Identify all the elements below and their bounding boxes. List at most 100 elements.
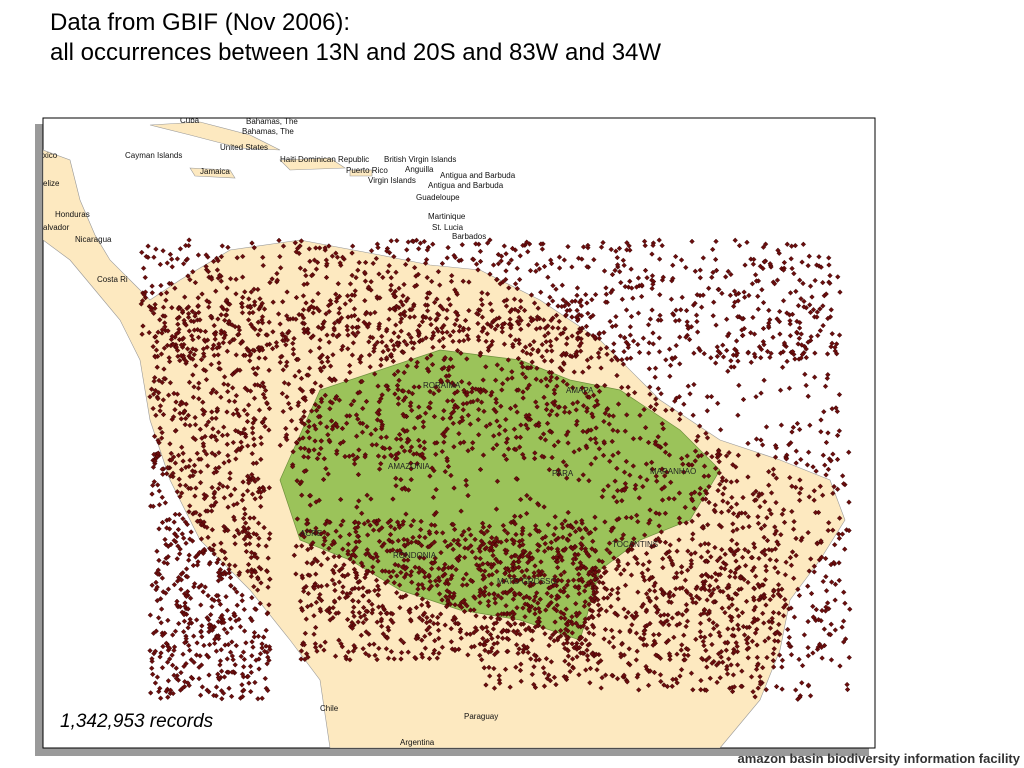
occurrence-dot: [236, 572, 242, 578]
occurrence-dot: [175, 321, 181, 327]
occurrence-dot: [355, 329, 361, 336]
occurrence-dot: [640, 335, 647, 341]
occurrence-dot: [780, 349, 786, 355]
occurrence-dot: [649, 273, 656, 279]
occurrence-dot: [215, 258, 221, 264]
occurrence-dot: [213, 469, 220, 475]
occurrence-dot: [435, 268, 442, 275]
occurrence-dot: [619, 357, 625, 363]
occurrence-dot: [767, 261, 773, 267]
occurrence-dot: [308, 408, 315, 414]
occurrence-dot: [812, 277, 818, 284]
occurrence-dot: [517, 253, 523, 259]
occurrence-dot: [225, 527, 231, 534]
occurrence-dot: [430, 332, 437, 339]
occurrence-dot: [342, 453, 348, 460]
occurrence-dot: [211, 489, 218, 495]
occurrence-dot: [163, 590, 169, 596]
occurrence-dot: [227, 475, 233, 482]
occurrence-dot: [179, 308, 186, 314]
occurrence-dot: [218, 394, 224, 400]
occurrence-dot: [339, 254, 346, 260]
occurrence-dot: [307, 258, 313, 265]
occurrence-dot: [177, 402, 183, 408]
occurrence-dot: [165, 392, 172, 398]
occurrence-dot: [524, 239, 530, 245]
occurrence-dot: [264, 649, 270, 656]
occurrence-dot: [433, 384, 439, 391]
occurrence-dot: [226, 570, 232, 576]
occurrence-dot: [515, 355, 522, 362]
occurrence-dot: [827, 314, 834, 320]
occurrence-dot: [818, 264, 824, 270]
occurrence-dot: [167, 251, 174, 258]
occurrence-dot: [166, 516, 173, 523]
occurrence-dot: [684, 319, 690, 325]
occurrence-dot: [396, 431, 403, 438]
occurrence-dot: [158, 282, 164, 289]
occurrence-dot: [223, 312, 229, 318]
map-body: Cuba Bahamas, The Bahamas, The United St…: [43, 118, 853, 748]
occurrence-dot: [285, 400, 292, 407]
occurrence-dot: [179, 531, 186, 537]
occurrence-dot: [544, 348, 550, 354]
occurrence-dot: [500, 279, 506, 285]
occurrence-dot: [168, 473, 174, 479]
occurrence-dot: [161, 559, 167, 566]
occurrence-dot: [169, 333, 175, 340]
occurrence-dot: [303, 272, 309, 279]
occurrence-dot: [475, 320, 481, 327]
occurrence-dot: [441, 439, 447, 445]
occurrence-dot: [809, 294, 815, 300]
occurrence-dot: [188, 674, 195, 681]
occurrence-dot: [676, 317, 682, 323]
occurrence-dot: [226, 566, 232, 573]
occurrence-dot: [177, 493, 183, 500]
occurrence-dot: [192, 422, 199, 428]
occurrence-dot: [183, 415, 189, 422]
occurrence-dot: [253, 531, 260, 538]
occurrence-dot: [760, 244, 767, 250]
occurrence-dot: [259, 300, 265, 307]
occurrence-dot: [673, 342, 679, 349]
occurrence-dot: [195, 252, 202, 258]
occurrence-dot: [815, 332, 821, 339]
occurrence-dot: [758, 355, 764, 361]
occurrence-dot: [181, 611, 187, 618]
occurrence-dot: [220, 571, 226, 577]
occurrence-dot: [814, 314, 820, 320]
occurrence-dot: [764, 348, 771, 355]
occurrence-dot: [220, 561, 226, 567]
occurrence-dot: [203, 252, 209, 258]
occurrence-dot: [584, 300, 590, 306]
occurrence-dot: [242, 352, 249, 359]
occurrence-dot: [216, 597, 222, 604]
occurrence-dot: [163, 297, 169, 303]
occurrence-dot: [232, 369, 238, 375]
occurrence-dot: [784, 241, 790, 247]
occurrence-dot: [156, 377, 162, 384]
occurrence-dot: [589, 296, 595, 303]
occurrence-dot: [250, 347, 256, 353]
occurrence-dot: [495, 251, 502, 258]
occurrence-dot: [262, 423, 268, 430]
occurrence-dot: [180, 261, 187, 267]
occurrence-dot: [483, 423, 490, 429]
occurrence-dot: [732, 237, 738, 243]
map-label: Chile: [320, 704, 339, 713]
occurrence-dot: [405, 257, 411, 263]
occurrence-dot: [142, 274, 148, 281]
occurrence-dot: [178, 467, 185, 473]
occurrence-dot: [165, 328, 171, 334]
occurrence-dot: [239, 497, 245, 503]
occurrence-dot: [491, 406, 497, 413]
occurrence-dot: [195, 295, 201, 301]
occurrence-dot: [799, 342, 805, 348]
map-label: Antigua and Barbuda: [428, 181, 504, 190]
occurrence-dot: [791, 270, 797, 277]
occurrence-dot: [306, 365, 313, 371]
occurrence-dot: [572, 298, 578, 304]
occurrence-dot: [806, 253, 812, 259]
occurrence-dot: [244, 488, 251, 494]
occurrence-dot: [712, 256, 719, 263]
